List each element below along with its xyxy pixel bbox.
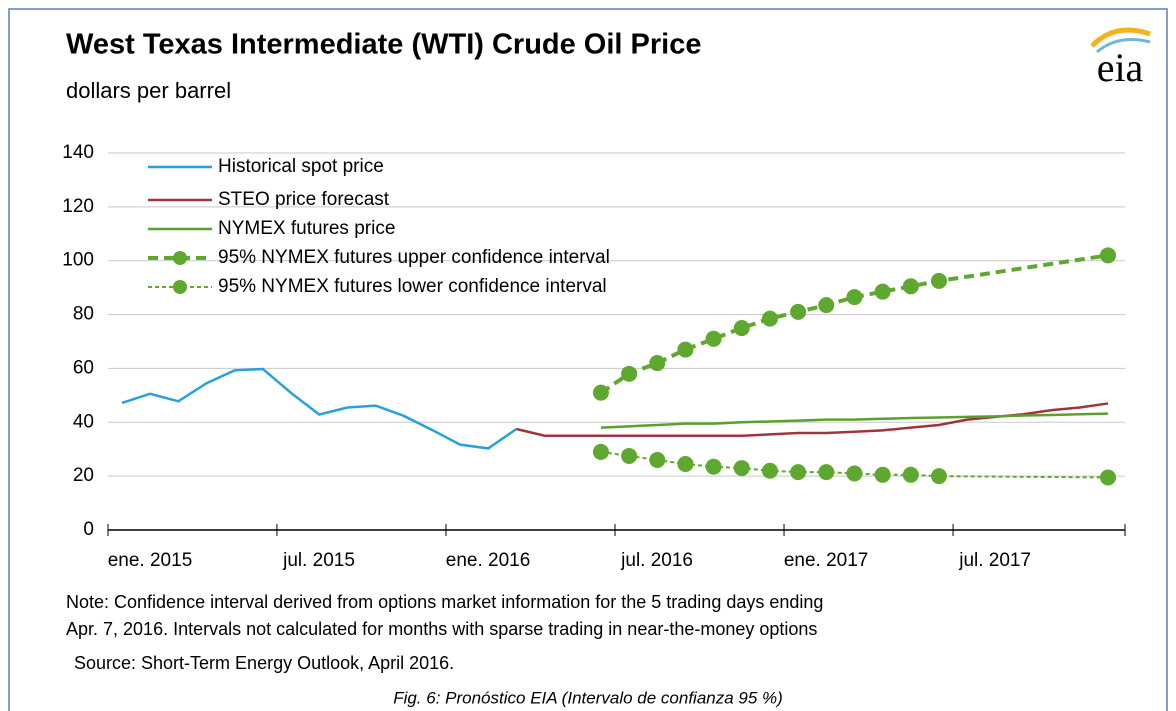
point [705, 330, 722, 347]
y-tick-label: 80 [73, 304, 94, 325]
caption: Fig. 6: Pronóstico EIA (Intervalo de con… [393, 688, 783, 707]
y-tick-label: 120 [62, 196, 94, 217]
note: Note: Confidence interval derived from o… [66, 592, 823, 612]
point [761, 462, 778, 479]
legend-label: Historical spot price [218, 156, 384, 177]
frame [8, 8, 1168, 711]
point [846, 465, 863, 482]
x-tick-label: ene. 2016 [446, 550, 531, 571]
point [790, 303, 807, 320]
point [818, 297, 835, 314]
series-line [599, 253, 1109, 395]
series-line [600, 412, 1109, 429]
note: Apr. 7, 2016. Intervals not calculated f… [66, 619, 817, 639]
series-line [121, 367, 518, 450]
series-line [600, 450, 1109, 479]
logo: eia [1097, 45, 1144, 90]
chart-title: West Texas Intermediate (WTI) Crude Oil … [66, 29, 701, 61]
point [677, 341, 694, 358]
point [846, 289, 863, 306]
point [930, 468, 947, 485]
legend-label: 95% NYMEX futures lower confidence inter… [218, 276, 607, 297]
point [902, 278, 919, 295]
point [874, 466, 891, 483]
y-tick-label: 40 [73, 411, 94, 432]
point [902, 466, 919, 483]
legend-marker [173, 251, 187, 265]
legend-label: NYMEX futures price [218, 218, 395, 239]
x-tick-label: ene. 2017 [784, 550, 869, 571]
point [790, 464, 807, 481]
subtitle: dollars per barrel [66, 78, 231, 103]
legend-marker [173, 280, 187, 294]
point [649, 451, 666, 468]
x-tick-label: jul. 2016 [620, 550, 693, 571]
x-tick-label: ene. 2015 [108, 550, 193, 571]
legend-label: STEO price forecast [218, 189, 390, 210]
point [874, 283, 891, 300]
x-tick-label: jul. 2017 [958, 550, 1031, 571]
point [621, 447, 638, 464]
point [761, 310, 778, 327]
logo-arc [1096, 38, 1151, 54]
point [818, 464, 835, 481]
y-tick-label: 140 [62, 142, 94, 163]
point [592, 443, 609, 460]
point [592, 384, 609, 401]
point [677, 456, 694, 473]
source: Source: Short-Term Energy Outlook, April… [74, 653, 454, 673]
y-tick-label: 100 [62, 250, 94, 271]
legend-label: 95% NYMEX futures upper confidence inter… [218, 247, 610, 268]
y-tick-label: 20 [73, 465, 94, 486]
logo-arc [1090, 27, 1151, 48]
point [930, 272, 947, 289]
x-tick-label: jul. 2015 [282, 550, 355, 571]
point [705, 458, 722, 475]
point [1100, 247, 1116, 264]
point [1100, 469, 1116, 486]
point [733, 460, 750, 477]
point [733, 320, 750, 337]
point [649, 355, 666, 372]
y-tick-label: 60 [73, 357, 94, 378]
point [621, 365, 638, 382]
y-tick-label: 0 [83, 519, 94, 540]
